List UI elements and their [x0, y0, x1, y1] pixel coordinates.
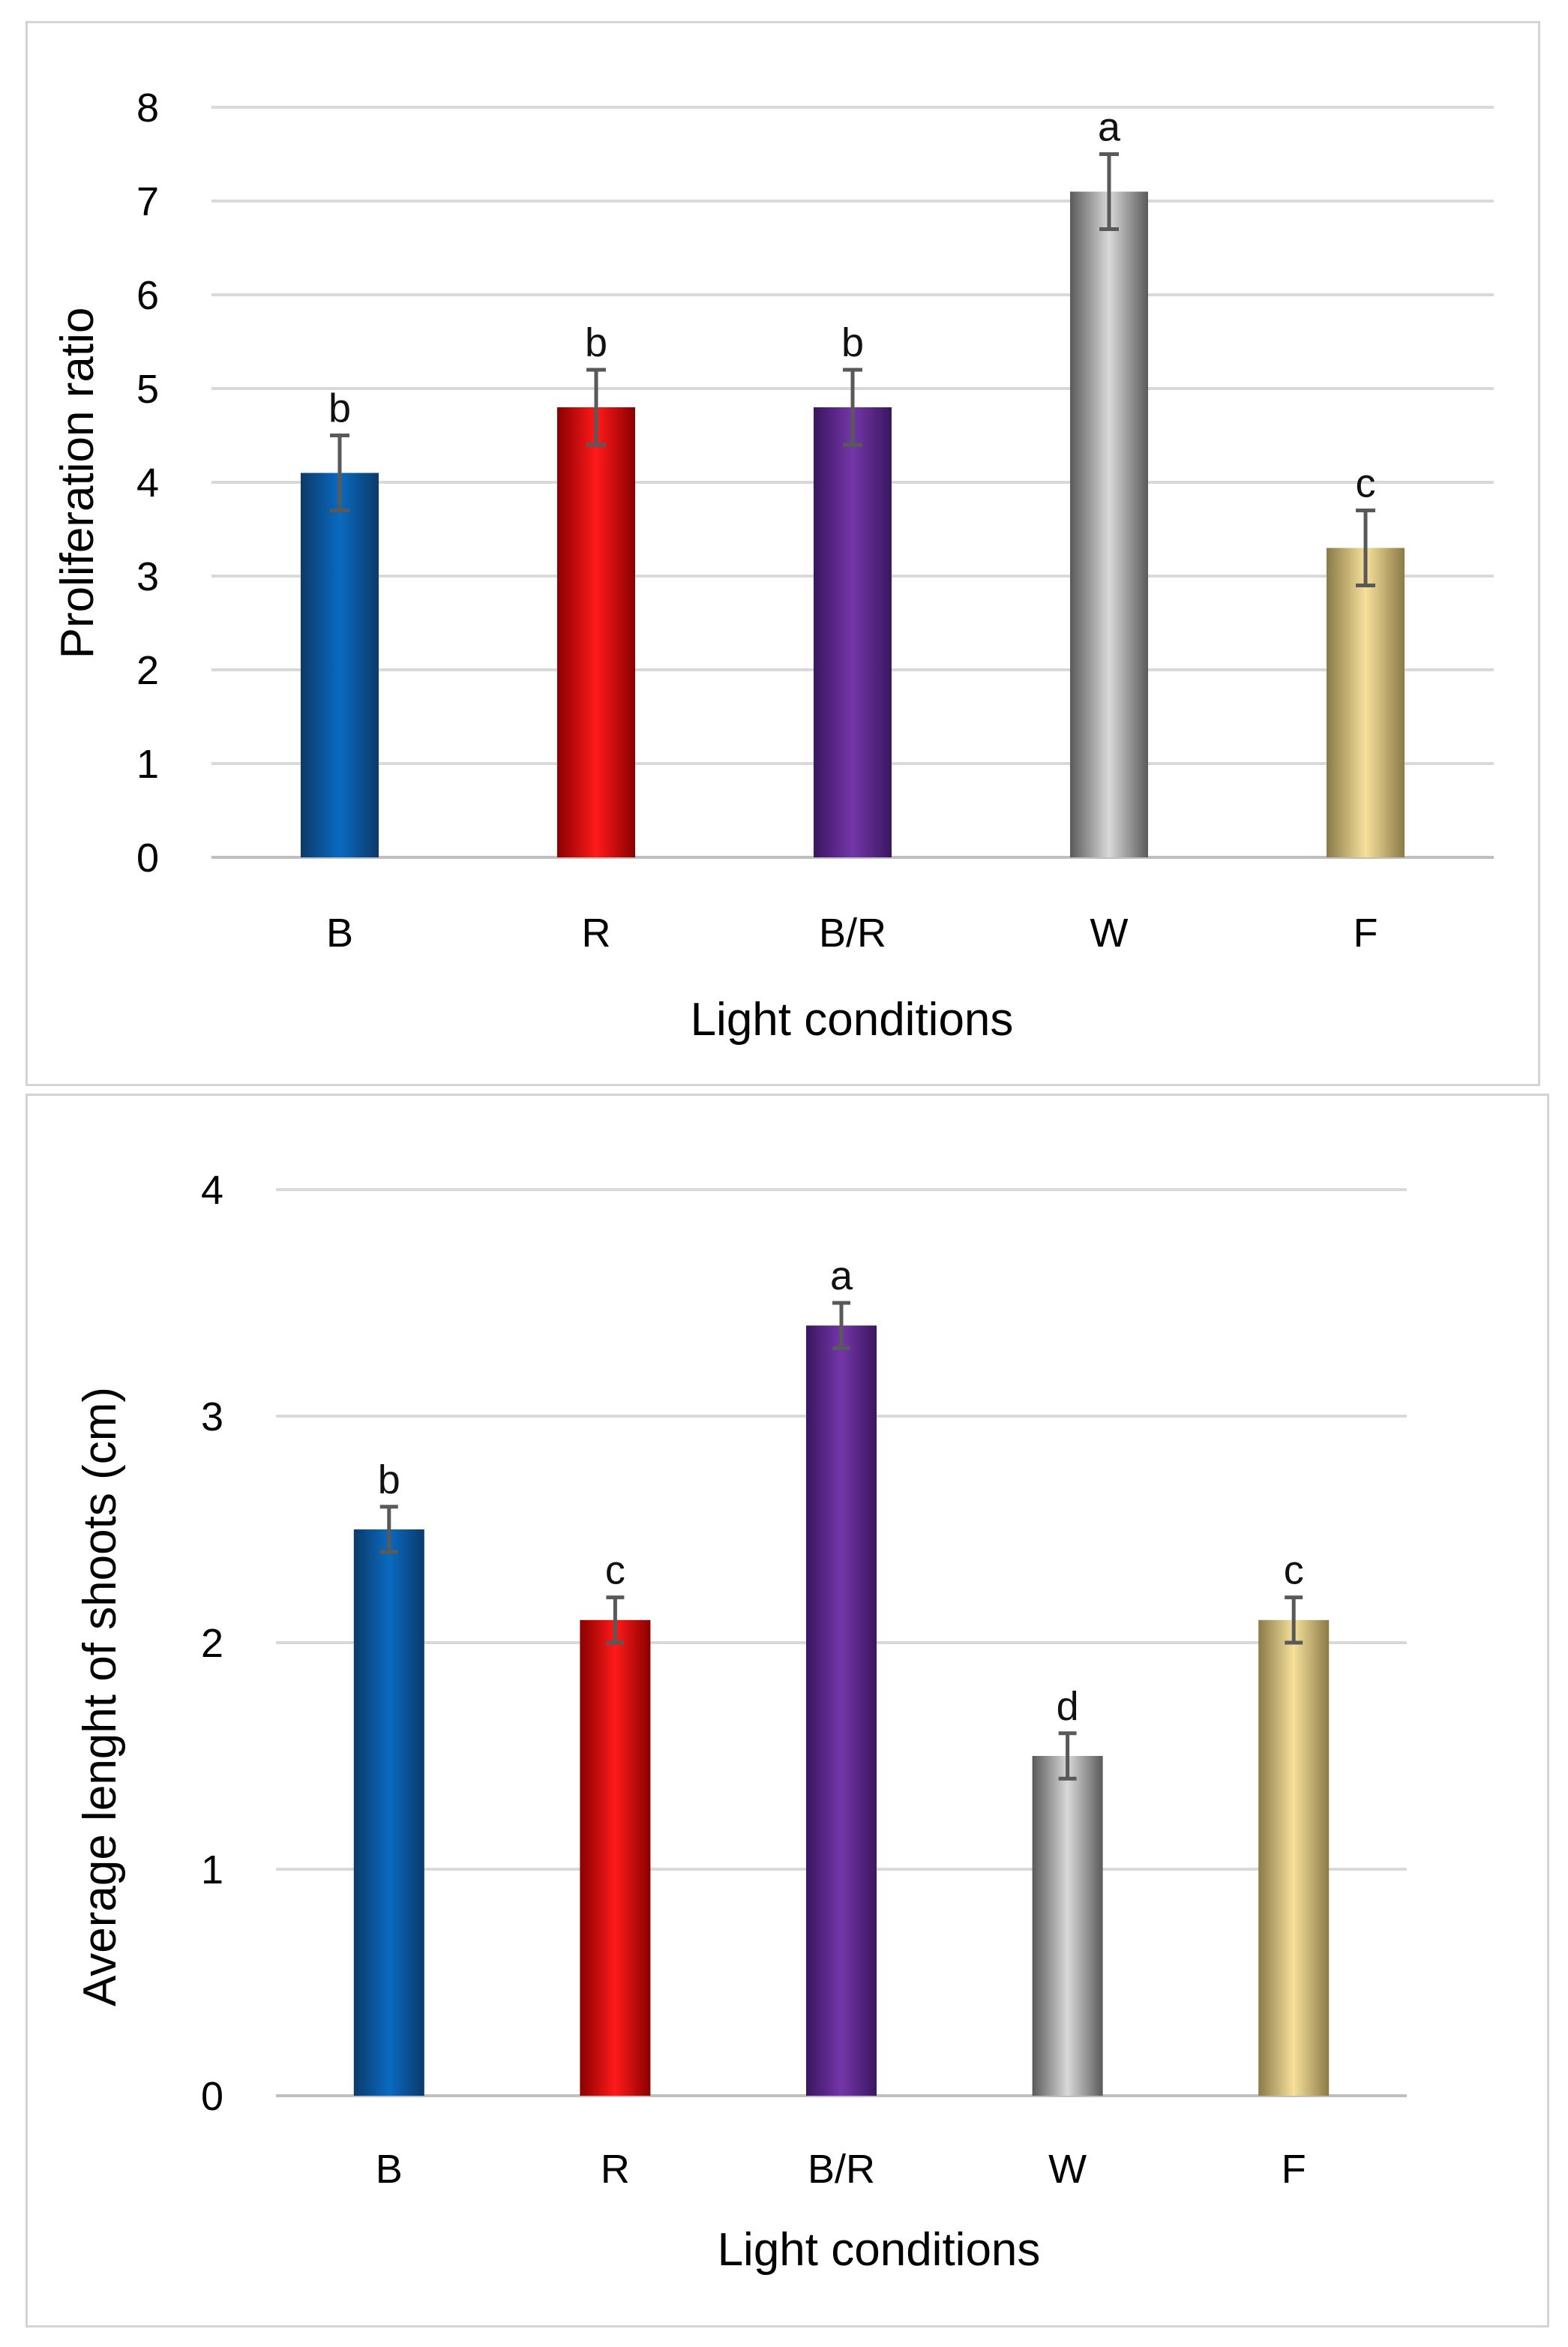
error-bar [330, 434, 349, 512]
bar-b [301, 473, 379, 857]
bar-r [580, 1619, 651, 2096]
y-axis-title: Average lenght of shoots (cm) [74, 1387, 126, 2006]
y-tick-label: 2 [201, 1621, 223, 1666]
x-tick-label: W [1090, 911, 1129, 956]
significance-letter: b [585, 320, 607, 365]
x-tick-label: B [376, 2147, 403, 2192]
significance-letter: a [1098, 105, 1121, 150]
y-tick-label: 8 [136, 86, 159, 131]
significance-letter: a [830, 1253, 853, 1298]
error-bar [379, 1505, 398, 1554]
x-axis-title: Light conditions [691, 994, 1014, 1046]
y-tick-label: 7 [136, 179, 159, 224]
significance-letter: d [1057, 1684, 1079, 1729]
x-tick-label: R [601, 2147, 630, 2192]
bar-f [1258, 1619, 1330, 2096]
bar-w [1032, 1756, 1103, 2096]
x-tick-label: B/R [819, 911, 886, 956]
error-bar [606, 1595, 625, 1645]
error-bar [1285, 1595, 1303, 1645]
significance-letter: b [328, 386, 351, 431]
error-bar [1058, 1731, 1077, 1781]
error-bar [1099, 152, 1119, 231]
x-axis-title: Light conditions [718, 2224, 1041, 2276]
bar-r [557, 407, 635, 857]
x-tick-label: F [1282, 2147, 1306, 2192]
significance-letter: c [605, 1548, 625, 1593]
chart-panel-proliferation [25, 21, 1540, 1086]
y-tick-label: 6 [136, 273, 159, 318]
error-bar [832, 1301, 850, 1350]
y-tick-label: 0 [201, 2074, 223, 2119]
significance-letter: b [841, 320, 864, 365]
y-tick-label: 3 [136, 554, 159, 599]
y-tick-label: 4 [201, 1168, 223, 1213]
y-tick-label: 2 [136, 648, 159, 693]
x-tick-label: R [582, 911, 611, 956]
y-tick-label: 1 [136, 742, 159, 787]
proliferation-chart: 0 1 2 3 4 5 6 7 8 b b b a c B R B/R W F Light conditions… [52, 86, 1494, 1046]
bar-b-r [814, 407, 892, 857]
bar-w [1070, 191, 1148, 857]
significance-letter: c [1284, 1548, 1304, 1593]
y-tick-label: 4 [136, 461, 159, 506]
x-tick-label: F [1354, 911, 1378, 956]
y-tick-label: 0 [136, 836, 159, 881]
x-tick-label: B/R [808, 2147, 875, 2192]
significance-letter: b [378, 1457, 400, 1502]
bar-f [1327, 548, 1405, 857]
x-tick-label: W [1048, 2147, 1087, 2192]
bar-b-r [806, 1325, 877, 2096]
error-bar [1356, 509, 1375, 587]
significance-letter: c [1356, 461, 1376, 506]
y-tick-label: 3 [201, 1394, 223, 1439]
error-bar [843, 368, 862, 447]
y-tick-label: 5 [136, 367, 159, 412]
y-tick-label: 1 [201, 1847, 223, 1892]
error-bar [586, 368, 606, 447]
bar-b [353, 1529, 424, 2096]
shoot-length-chart: 0 1 2 3 4 b c a d c B R B/R W F Light conditions Ave… [74, 1168, 1407, 2276]
y-axis-title: Proliferation ratio [52, 308, 103, 659]
x-tick-label: B [326, 911, 353, 956]
